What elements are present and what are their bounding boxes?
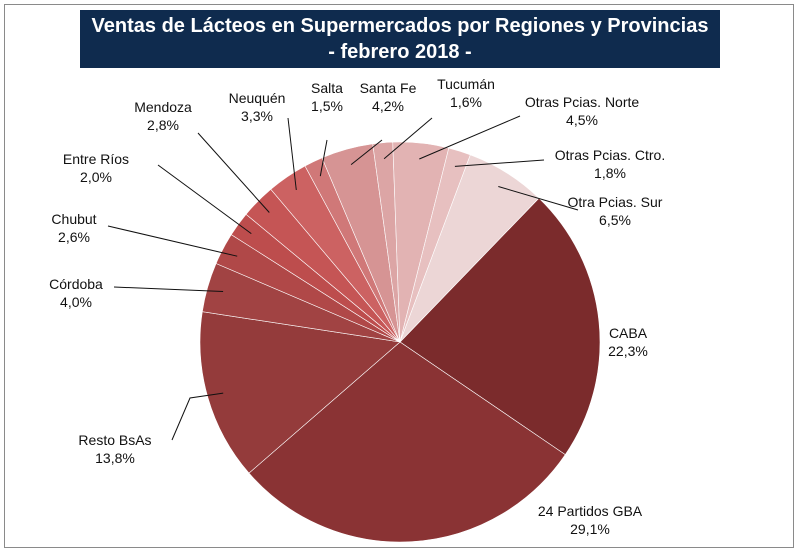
label-name-santa-fe: Santa Fe: [360, 80, 417, 96]
label-name-mendoza: Mendoza: [134, 99, 192, 115]
label-value-tucuman: 1,6%: [450, 94, 482, 110]
leader-line-mendoza: [197, 132, 270, 213]
label-name-resto-bsas: Resto BsAs: [78, 432, 151, 448]
leader-line-santa-fe: [350, 139, 383, 165]
label-value-entre-rios: 2,0%: [80, 169, 112, 185]
leader-lines: [107, 115, 579, 441]
slice-caba: [399, 197, 601, 456]
leader-line-salta: [319, 139, 328, 177]
label-name-neuquen: Neuquén: [229, 90, 286, 106]
slice-resto-bsas: [199, 311, 401, 474]
label-name-entre-rios: Entre Ríos: [63, 151, 129, 167]
label-name-chubut: Chubut: [51, 211, 96, 227]
label-value-24-partidos-gba: 29,1%: [570, 521, 610, 537]
label-value-resto-bsas: 13,8%: [95, 450, 135, 466]
label-name-caba: CABA: [609, 325, 648, 341]
slice-labels: CABA 22,3% 24 Partidos GBA 29,1% Resto BsAs 1…: [49, 76, 665, 537]
leader-line-neuquen: [287, 117, 297, 191]
leader-line-entre-rios: [157, 164, 252, 235]
label-value-otras-pcias-ctro: 1,8%: [594, 165, 626, 181]
pie-slices: [199, 141, 601, 543]
slice-24-partidos-gba: [248, 341, 566, 543]
label-name-tucuman: Tucumán: [437, 76, 495, 92]
label-value-mendoza: 2,8%: [147, 117, 179, 133]
label-name-24-partidos-gba: 24 Partidos GBA: [538, 503, 643, 519]
leader-line-otras-pcias-norte: [419, 115, 521, 160]
label-value-otras-pcias-norte: 4,5%: [566, 112, 598, 128]
leader-line-cordoba: [113, 286, 224, 292]
label-name-otra-pcias-sur: Otra Pcias. Sur: [568, 194, 663, 210]
label-name-otras-pcias-norte: Otras Pcias. Norte: [525, 94, 640, 110]
label-value-santa-fe: 4,2%: [372, 98, 404, 114]
label-value-neuquen: 3,3%: [241, 108, 273, 124]
label-value-chubut: 2,6%: [58, 229, 90, 245]
label-name-cordoba: Córdoba: [49, 276, 103, 292]
label-value-caba: 22,3%: [608, 343, 648, 359]
leader-line-chubut: [107, 225, 238, 257]
label-name-salta: Salta: [311, 80, 343, 96]
chart-title: Ventas de Lácteos en Supermercados por R…: [80, 10, 720, 68]
chart-title-line-2: - febrero 2018 -: [328, 41, 472, 63]
leader-line-tucuman: [383, 117, 433, 160]
label-name-otras-pcias-ctro: Otras Pcias. Ctro.: [555, 147, 665, 163]
label-value-salta: 1,5%: [311, 98, 343, 114]
leader-line-resto-bsas: [171, 392, 224, 441]
leader-line-otras-pcias-ctro: [454, 159, 545, 167]
chart-title-line-1: Ventas de Lácteos en Supermercados por R…: [91, 15, 709, 37]
label-value-cordoba: 4,0%: [60, 294, 92, 310]
leader-line-otra-pcias-sur: [498, 186, 579, 211]
label-value-otra-pcias-sur: 6,5%: [599, 212, 631, 228]
